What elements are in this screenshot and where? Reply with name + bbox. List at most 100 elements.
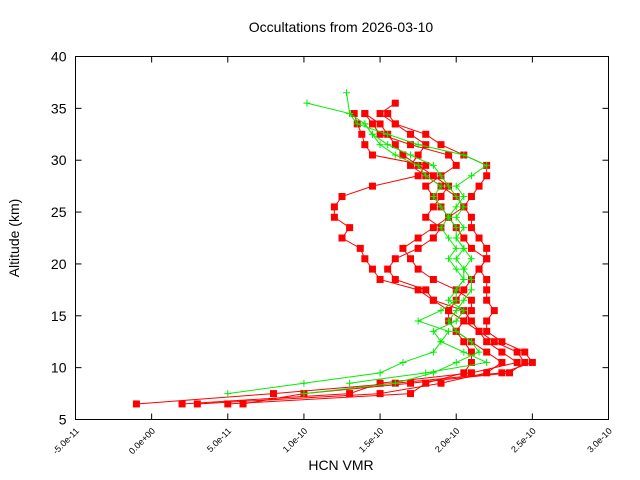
data-point [356,244,364,252]
data-point [452,161,460,169]
data-point [239,400,247,408]
data-point [358,130,366,138]
data-point [422,130,430,138]
data-point [483,338,491,346]
data-point [475,327,483,335]
data-point [422,182,430,190]
data-point [445,327,453,335]
data-point [467,317,475,325]
data-point [303,99,311,107]
data-point [490,307,498,315]
data-point [391,379,399,387]
data-point [193,400,201,408]
data-point [483,244,491,252]
data-point [346,379,354,387]
y-tick-label: 5 [59,412,67,428]
data-point [414,151,422,159]
data-point [483,161,491,169]
x-tick-label: -5.0e-11 [51,426,81,456]
data-point [452,255,460,263]
data-point [368,130,376,138]
data-point [422,213,430,221]
data-point [414,141,422,149]
data-point [452,203,460,211]
data-point [391,120,399,128]
data-point [467,172,475,180]
data-point [521,348,529,356]
data-point [437,182,445,190]
data-point [513,358,521,366]
data-point [300,379,308,387]
data-point [376,275,384,283]
data-point [437,338,445,346]
data-point [445,307,453,315]
data-point [498,358,506,366]
data-point [368,120,376,128]
data-point [384,141,392,149]
data-point [467,286,475,294]
data-point [343,89,351,97]
data-point [361,255,369,263]
y-tick-label: 10 [51,360,67,376]
data-point [483,317,491,325]
x-tick-label: 1.0e-10 [281,426,310,455]
series-1 [132,99,536,408]
data-point [350,110,358,118]
data-point [483,275,491,283]
y-tick-label: 25 [51,204,67,220]
data-point [346,110,354,118]
data-point [407,390,415,398]
data-point [376,141,384,149]
data-point [368,265,376,273]
data-point [376,120,384,128]
data-point [399,151,407,159]
data-point [391,141,399,149]
series-line [303,92,488,395]
data-point [521,358,529,366]
data-point [384,130,392,138]
data-point [407,151,415,159]
data-point [429,327,437,335]
x-tick-label: 1.5e-10 [357,426,386,455]
data-point [429,203,437,211]
plot-frame [75,56,609,420]
data-point [422,172,430,180]
data-point [452,182,460,190]
data-point [467,348,475,356]
data-point [414,265,422,273]
data-point [361,141,369,149]
data-point [429,193,437,201]
y-tick-label: 20 [51,256,67,272]
data-point [460,275,468,283]
data-point [384,265,392,273]
x-tick-label: 2.0e-10 [433,426,462,455]
data-point [483,255,491,263]
data-point [414,161,422,169]
series-6 [300,89,491,398]
data-point [467,358,475,366]
data-point [429,348,437,356]
data-point [445,213,453,221]
data-point [467,244,475,252]
data-point [460,265,468,273]
data-point [422,369,430,377]
data-point [368,182,376,190]
data-point [330,203,338,211]
data-point [437,172,445,180]
data-point [437,203,445,211]
data-point [452,296,460,304]
data-point [475,348,483,356]
data-point [467,338,475,346]
data-point [368,151,376,159]
data-point [483,286,491,294]
data-point [422,286,430,294]
data-point [467,193,475,201]
data-point [361,110,369,118]
data-point [353,120,361,128]
data-point [483,172,491,180]
data-point [407,255,415,263]
data-point [467,213,475,221]
data-point [452,244,460,252]
data-point [407,130,415,138]
